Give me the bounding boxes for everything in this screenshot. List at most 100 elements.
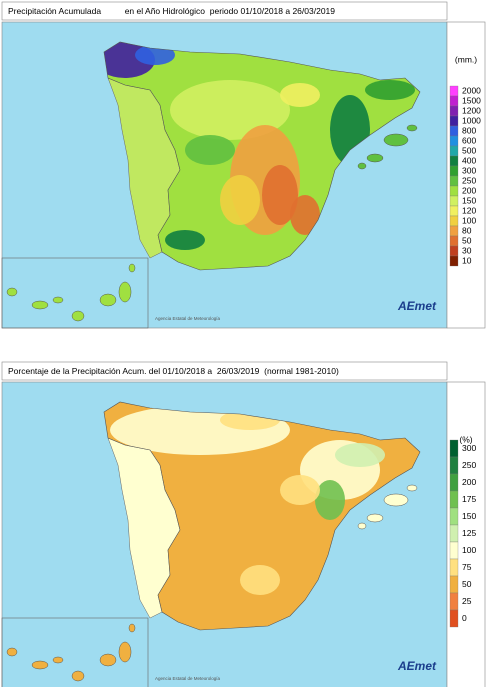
region <box>220 175 260 225</box>
legend-label: 25 <box>462 596 472 606</box>
canary-island <box>71 670 85 682</box>
region <box>280 83 320 107</box>
legend-swatch <box>449 125 459 137</box>
legend-swatch <box>449 255 459 267</box>
region <box>185 135 235 165</box>
canary-island <box>99 293 117 307</box>
balearic-island <box>406 484 418 492</box>
canary-island <box>52 296 64 304</box>
legend-label: 1000 <box>462 115 481 125</box>
canary-island <box>99 653 117 667</box>
legend-label: 2000 <box>462 85 481 95</box>
title-box <box>1 1 448 21</box>
legend-swatch <box>449 245 459 257</box>
legend-unit: (mm.) <box>455 54 477 64</box>
legend-swatch <box>449 490 459 509</box>
canary-island <box>6 287 18 297</box>
legend-label: 800 <box>462 125 476 135</box>
balearic-island <box>383 133 409 147</box>
legend-swatch <box>449 135 459 147</box>
canary-island <box>71 310 85 322</box>
legend-swatch <box>449 185 459 197</box>
legend-label: 125 <box>462 528 476 538</box>
title-box <box>1 361 448 381</box>
legend-swatch <box>449 558 459 577</box>
legend-label: 200 <box>462 477 476 487</box>
legend-label: 80 <box>462 225 472 235</box>
region <box>170 80 290 140</box>
legend-label: 400 <box>462 155 476 165</box>
canary-island <box>118 281 132 303</box>
logo: AEmet <box>397 659 437 673</box>
legend-swatch <box>449 575 459 594</box>
legend-label: 75 <box>462 562 472 572</box>
balearic-island <box>406 124 418 132</box>
balearic-island <box>366 153 384 163</box>
legend-label: 1500 <box>462 95 481 105</box>
legend-label: 250 <box>462 460 476 470</box>
legend-swatch <box>449 175 459 187</box>
legend-label: 0 <box>462 613 467 623</box>
legend-label: 30 <box>462 245 472 255</box>
canary-inset <box>1 257 149 329</box>
balearic-island <box>357 162 367 170</box>
agency-name: Agencia Estatal de Meteorología <box>155 316 221 321</box>
region <box>335 443 385 467</box>
region <box>315 480 345 520</box>
legend-swatch <box>449 456 459 475</box>
canary-island <box>31 660 49 670</box>
legend-label: 1200 <box>462 105 481 115</box>
legend-swatch <box>449 145 459 157</box>
legend-swatch <box>449 115 459 127</box>
balearic-island <box>357 522 367 530</box>
agency-name: Agencia Estatal de Meteorología <box>155 676 221 681</box>
map-title: Porcentaje de la Precipitación Acum. del… <box>8 366 339 376</box>
legend-swatch <box>449 85 459 97</box>
region <box>365 80 415 100</box>
legend-label: 300 <box>462 443 476 453</box>
legend-swatch <box>449 205 459 217</box>
legend-label: 120 <box>462 205 476 215</box>
legend-swatch <box>449 507 459 526</box>
legend-swatch <box>449 541 459 560</box>
region <box>290 195 320 235</box>
legend-label: 100 <box>462 215 476 225</box>
legend-swatch <box>449 524 459 543</box>
legend-label: 250 <box>462 175 476 185</box>
canary-island <box>6 647 18 657</box>
spain-outline <box>103 401 421 631</box>
canary-island <box>128 623 136 633</box>
legend-swatch <box>449 215 459 227</box>
canary-island <box>118 641 132 663</box>
map-panel: Porcentaje de la Precipitación Acum. del… <box>1 361 486 687</box>
legend-label: 150 <box>462 195 476 205</box>
legend-swatch <box>449 439 459 458</box>
legend-swatch <box>449 225 459 237</box>
legend-label: 10 <box>462 255 472 265</box>
canary-island <box>52 656 64 664</box>
legend-label: 100 <box>462 545 476 555</box>
legend-swatch <box>449 235 459 247</box>
legend-swatch <box>449 195 459 207</box>
logo: AEmet <box>397 299 437 313</box>
legend-label: 300 <box>462 165 476 175</box>
legend-swatch <box>449 592 459 611</box>
legend-swatch <box>449 95 459 107</box>
region <box>240 565 280 595</box>
region <box>170 480 220 540</box>
balearic-island <box>383 493 409 507</box>
legend-swatch <box>449 473 459 492</box>
canary-island <box>31 300 49 310</box>
legend-label: 600 <box>462 135 476 145</box>
legend-label: 50 <box>462 235 472 245</box>
spain-outline <box>103 41 421 271</box>
legend-unit: (%) <box>459 434 472 444</box>
legend-label: 500 <box>462 145 476 155</box>
region <box>135 45 175 65</box>
region <box>280 475 320 505</box>
legend-label: 175 <box>462 494 476 504</box>
legend-label: 200 <box>462 185 476 195</box>
region <box>165 230 205 250</box>
